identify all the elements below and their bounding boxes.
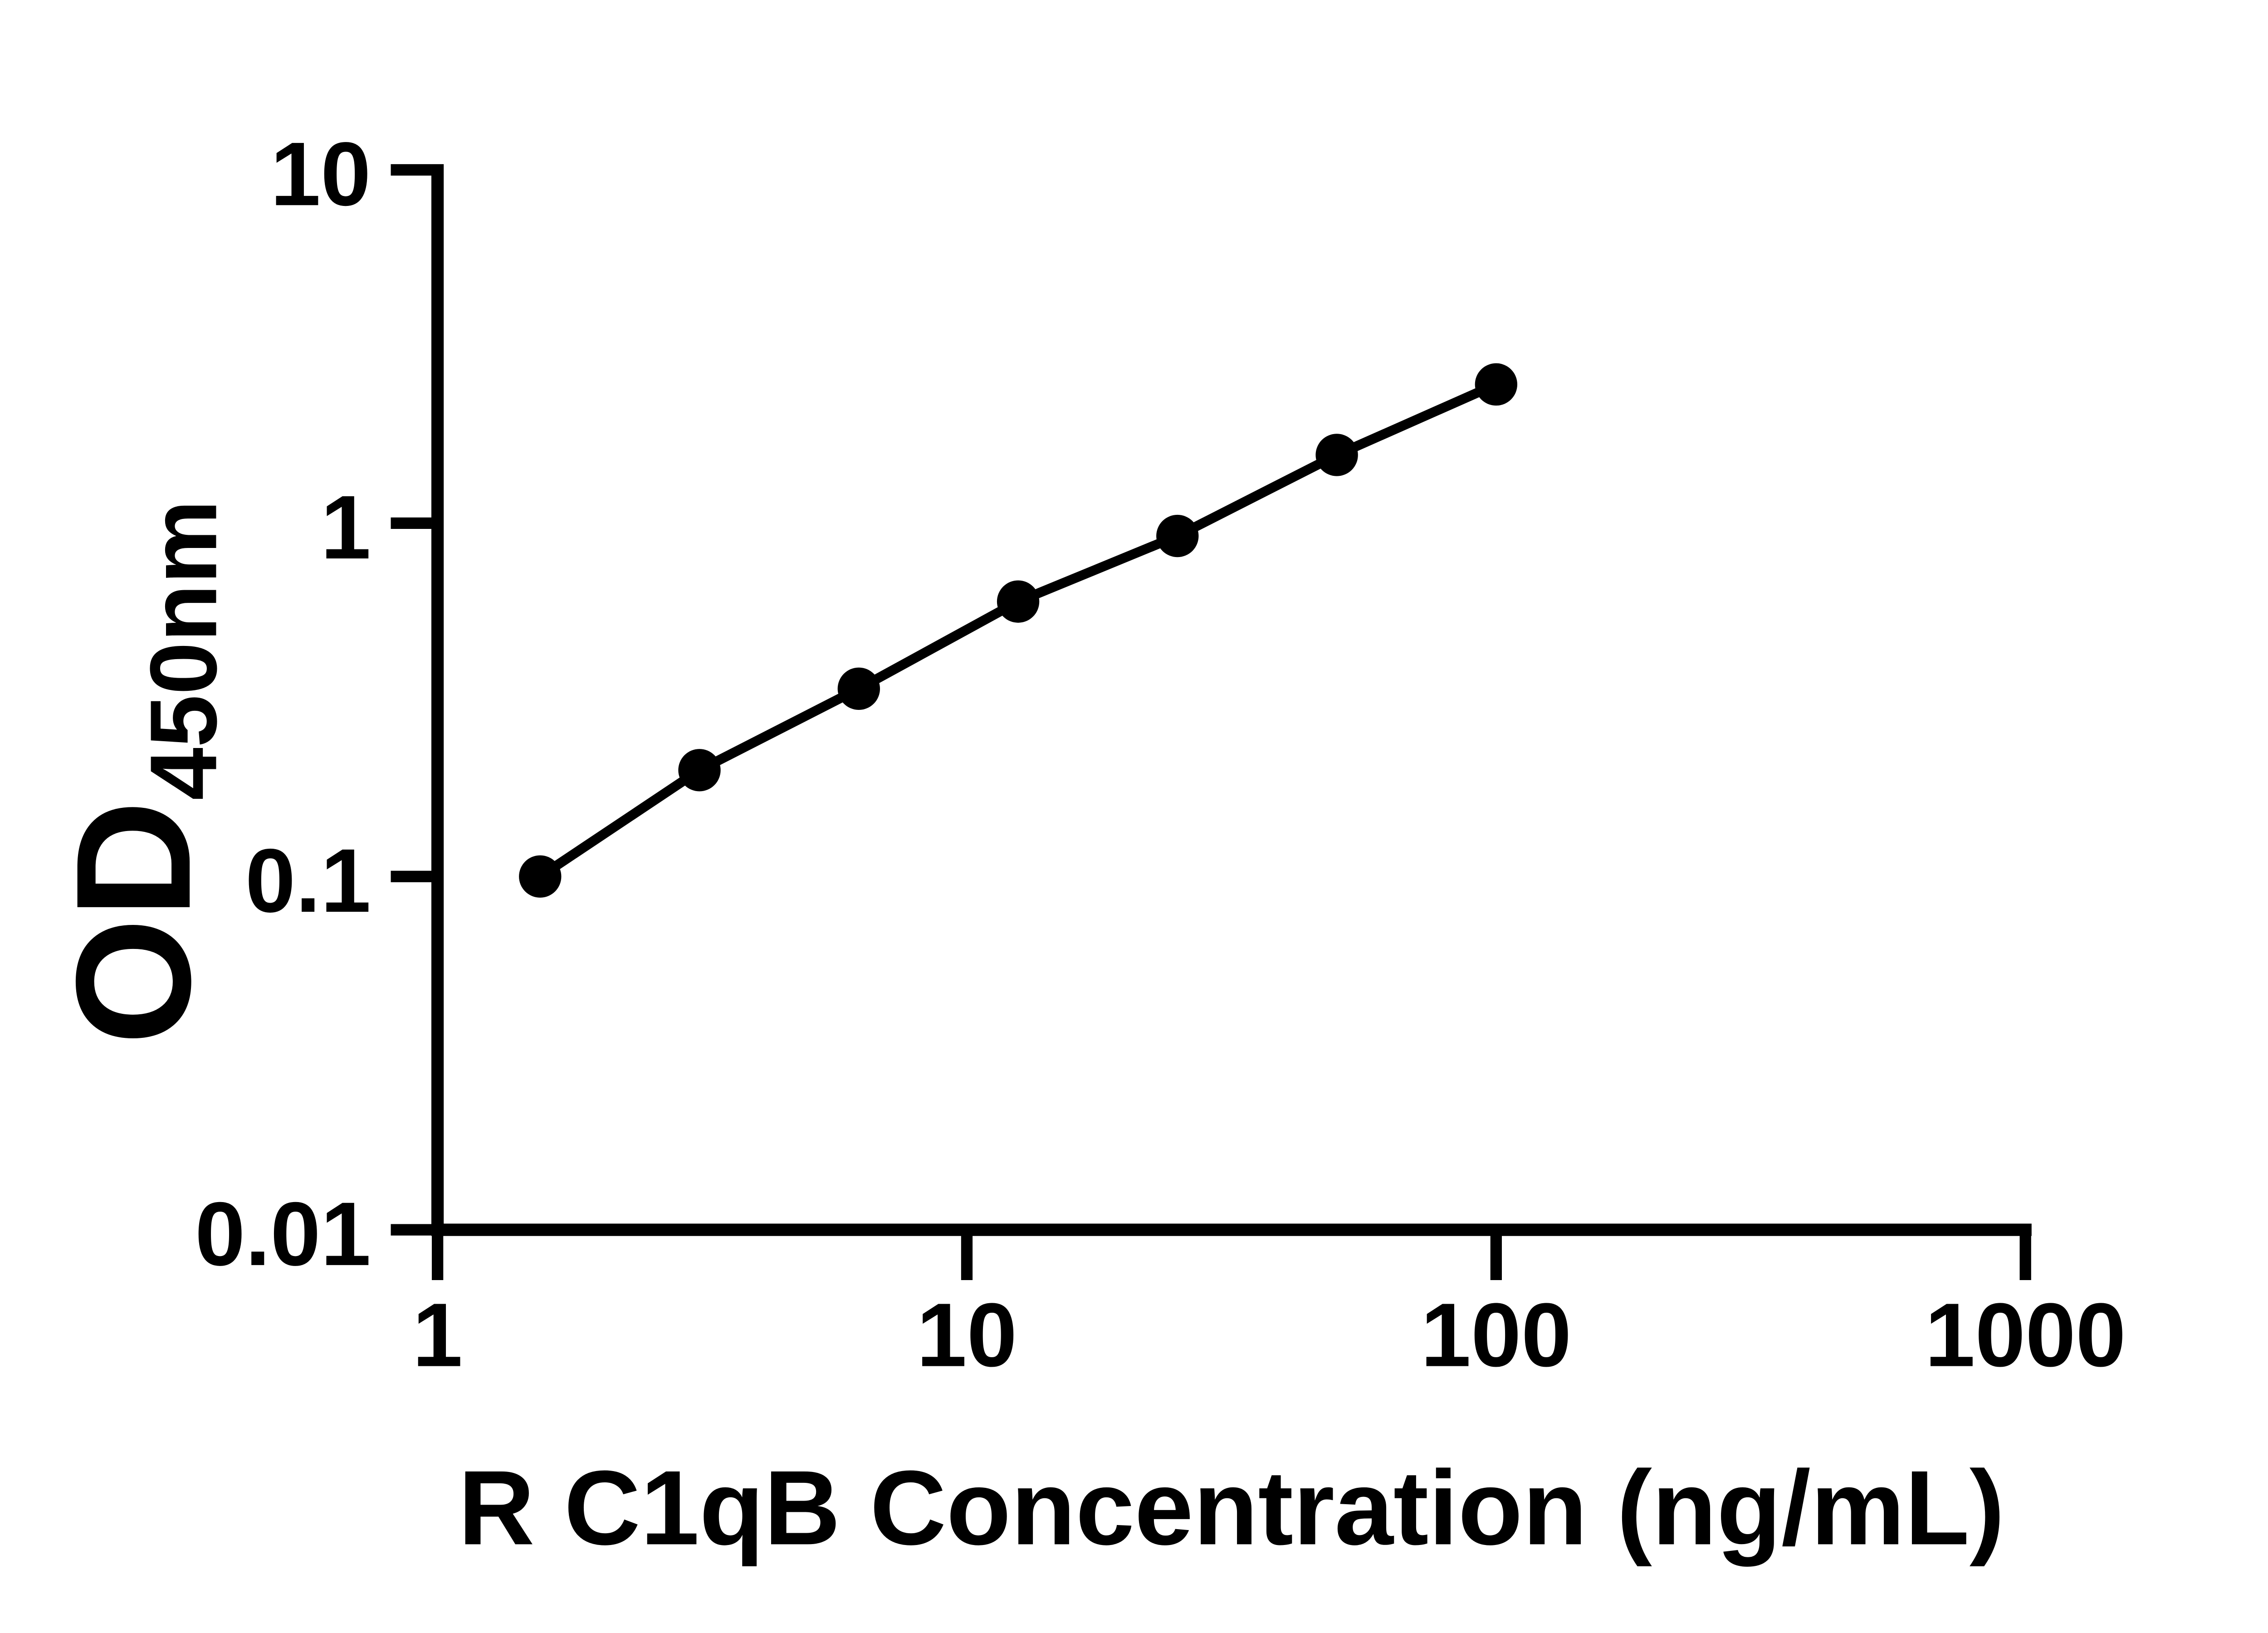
data-point-marker <box>1156 514 1199 557</box>
data-point-marker <box>837 667 880 710</box>
y-tick-label: 1 <box>321 477 371 578</box>
x-tick-label: 10 <box>917 1285 1017 1386</box>
chart-background <box>0 22 2268 1611</box>
x-tick-label: 100 <box>1421 1285 1572 1386</box>
y-axis-title: OD450nm <box>42 500 236 1045</box>
y-tick-label: 10 <box>270 124 371 225</box>
x-axis-title: R C1qB Concentration (ng/mL) <box>458 1449 2004 1567</box>
data-point-marker <box>519 855 562 898</box>
y-tick-label: 0.1 <box>245 831 371 931</box>
y-tick-label: 0.01 <box>195 1184 371 1285</box>
data-point-marker <box>678 749 721 792</box>
x-tick-label: 1000 <box>1925 1285 2126 1386</box>
x-tick-label: 1 <box>412 1285 463 1386</box>
data-point-marker <box>1475 363 1518 406</box>
data-point-marker <box>1315 434 1358 476</box>
data-point-marker <box>997 580 1040 623</box>
